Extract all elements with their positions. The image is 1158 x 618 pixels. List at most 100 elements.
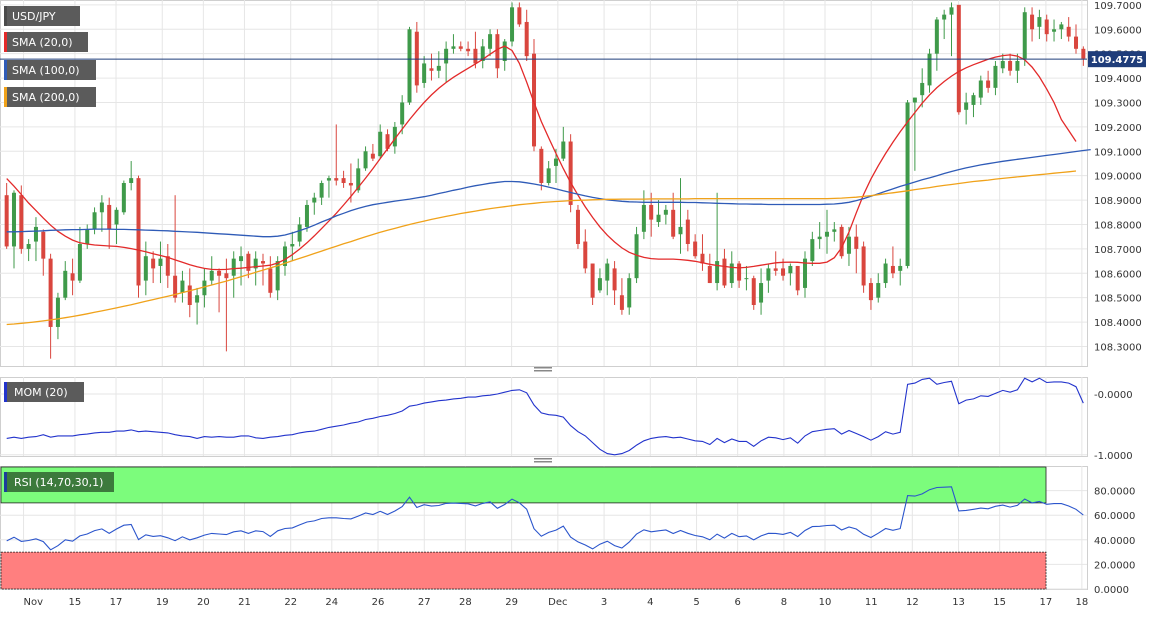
candle[interactable] [707,253,712,284]
candle[interactable] [583,229,588,274]
candle[interactable] [627,273,632,315]
candle[interactable] [868,278,873,310]
candle[interactable] [195,287,200,325]
candle[interactable] [839,224,844,259]
candle[interactable] [385,129,390,152]
candle[interactable] [729,251,734,288]
candle[interactable] [956,4,961,115]
candle[interactable] [444,41,449,83]
candle[interactable] [85,224,90,249]
candle[interactable] [129,161,134,191]
candle[interactable] [524,9,529,61]
candle[interactable] [1008,53,1013,76]
candle[interactable] [854,224,859,274]
candle[interactable] [803,251,808,298]
candle[interactable] [715,192,720,291]
candle[interactable] [378,124,383,159]
candle[interactable] [605,258,610,296]
candle[interactable] [370,143,375,162]
candle[interactable] [663,204,668,225]
candle[interactable] [920,68,925,108]
candle[interactable] [502,39,507,71]
candle[interactable] [1052,19,1057,42]
candle[interactable] [158,241,163,284]
candle[interactable] [253,251,258,286]
candle[interactable] [649,192,654,237]
candle[interactable] [217,268,222,313]
candle[interactable] [400,95,405,135]
candle[interactable] [722,248,727,288]
candle[interactable] [619,278,624,315]
candle[interactable] [817,222,822,249]
candle[interactable] [99,195,104,232]
candle[interactable] [1000,53,1005,74]
candle[interactable] [934,17,939,71]
candle[interactable] [876,273,881,303]
candle[interactable] [656,200,661,227]
candle[interactable] [890,246,895,279]
candle[interactable] [436,51,441,79]
candle[interactable] [304,200,309,232]
candle[interactable] [488,29,493,57]
candle[interactable] [912,97,917,171]
candle[interactable] [964,92,969,125]
candle[interactable] [151,251,156,284]
candle[interactable] [224,258,229,352]
candle[interactable] [451,34,456,54]
candle[interactable] [312,192,317,215]
candle[interactable] [568,134,573,213]
candle[interactable] [1022,7,1027,66]
candle[interactable] [41,229,46,276]
candle[interactable] [334,124,339,186]
candle[interactable] [55,292,60,340]
legend-sma100[interactable]: SMA (100,0) [4,60,96,80]
candle[interactable] [575,204,580,249]
candle[interactable] [1059,21,1064,40]
candle[interactable] [1074,24,1079,54]
candle[interactable] [810,231,815,266]
candle[interactable] [898,258,903,286]
candle[interactable] [678,178,683,254]
candle[interactable] [942,9,947,40]
candle[interactable] [26,239,31,262]
candle[interactable] [246,251,251,279]
candle[interactable] [143,241,148,296]
candle[interactable] [473,31,478,69]
candle[interactable] [495,29,500,79]
legend-rsi[interactable]: RSI (14,70,30,1) [4,472,114,492]
candle[interactable] [883,258,888,288]
candle[interactable] [202,268,207,308]
candle[interactable] [458,41,463,52]
candle[interactable] [4,183,9,249]
candle[interactable] [48,253,53,359]
candle[interactable] [993,61,998,96]
candle[interactable] [1015,53,1020,83]
candle[interactable] [590,263,595,305]
candle[interactable] [70,258,75,296]
candle[interactable] [63,261,68,301]
candle[interactable] [422,56,427,88]
candle[interactable] [546,161,551,186]
legend-symbol[interactable]: USD/JPY [4,6,80,26]
legend-sma20[interactable]: SMA (20,0) [4,32,88,52]
candle[interactable] [1044,14,1049,42]
candle[interactable] [414,21,419,93]
candle[interactable] [1037,9,1042,40]
candle[interactable] [466,41,471,57]
candle[interactable] [480,39,485,69]
candle[interactable] [77,226,82,284]
candle[interactable] [685,209,690,252]
candle[interactable] [517,2,522,27]
candle[interactable] [429,53,434,81]
candle[interactable] [290,231,295,262]
candle[interactable] [978,75,983,105]
legend-sma200[interactable]: SMA (200,0) [4,87,96,107]
candle[interactable] [363,146,368,171]
candle[interactable] [751,275,756,310]
candle[interactable] [766,263,771,293]
candle[interactable] [700,234,705,271]
candle[interactable] [927,48,932,93]
candle[interactable] [187,268,192,318]
